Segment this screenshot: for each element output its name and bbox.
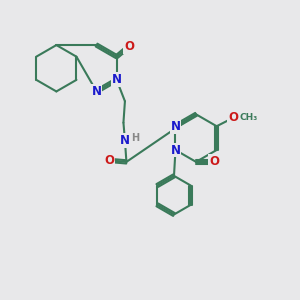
Text: N: N — [170, 120, 181, 133]
Text: O: O — [228, 111, 238, 124]
Text: N: N — [112, 74, 122, 86]
Text: O: O — [209, 155, 219, 168]
Text: CH₃: CH₃ — [239, 113, 258, 122]
Text: N: N — [92, 85, 101, 98]
Text: O: O — [104, 154, 114, 167]
Text: H: H — [131, 133, 140, 142]
Text: N: N — [120, 134, 130, 147]
Text: N: N — [170, 143, 181, 157]
Text: O: O — [124, 40, 134, 53]
